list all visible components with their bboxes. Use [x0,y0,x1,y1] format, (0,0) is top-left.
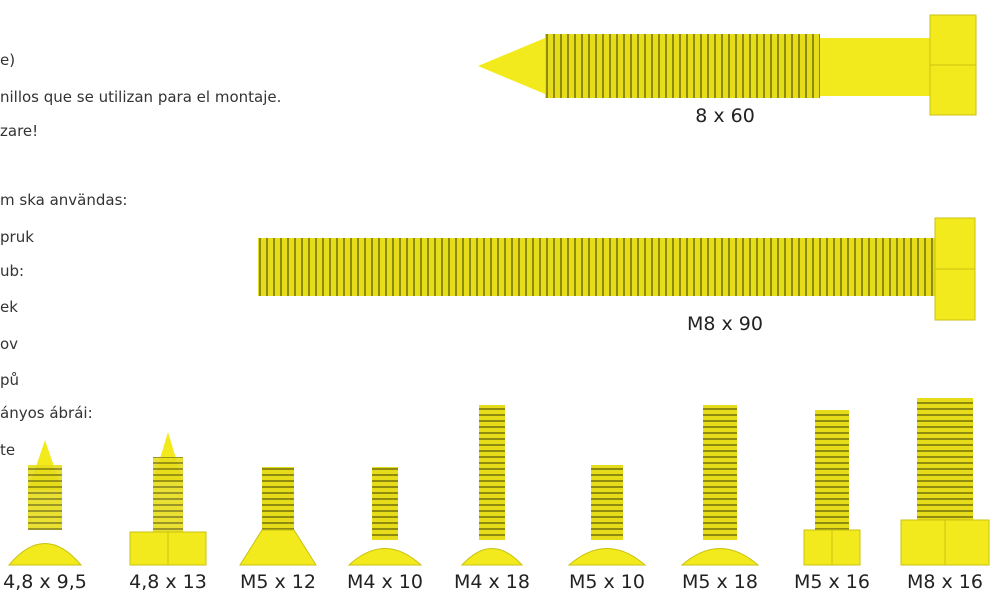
small-screw [129,432,207,566]
screw-label: M5 x 16 [794,571,870,593]
text-line: ov [0,335,18,353]
screw-8x60 [478,14,977,116]
text-line: ányos ábrái: [0,404,93,422]
screw-label: M4 x 18 [454,571,530,593]
text-line: pů [0,371,19,389]
screw-label: M5 x 18 [682,571,758,593]
text-line: pruk [0,228,34,246]
text-line: nillos que se utilizan para el montaje. [0,88,281,106]
screw-label: 4,8 x 9,5 [3,571,87,593]
small-screw [900,398,990,566]
screw-m8x90 [258,217,976,321]
screw-label: 8 x 60 [695,105,755,127]
text-line: zare! [0,122,38,140]
text-line: m ska användas: [0,191,127,209]
screw-label: M5 x 10 [569,571,645,593]
screw-label: 4,8 x 13 [129,571,207,593]
text-line: e) [0,51,15,69]
small-screw [567,465,647,566]
screw-label: M8 x 16 [907,571,983,593]
small-screw [7,440,83,566]
small-screw [803,410,861,566]
screw-label: M4 x 10 [347,571,423,593]
small-screw [347,467,423,566]
text-line: ub: [0,262,24,280]
text-line: te [0,441,15,459]
screw-label: M8 x 90 [687,313,763,335]
small-screw [460,405,524,566]
text-line: ek [0,298,18,316]
small-screw [239,467,317,566]
small-screw [680,405,760,566]
screw-label: M5 x 12 [240,571,316,593]
